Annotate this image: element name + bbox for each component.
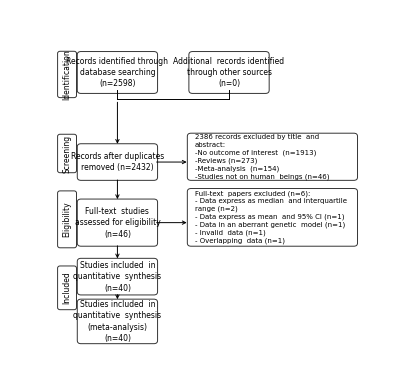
Text: Included: Included	[62, 271, 72, 304]
FancyBboxPatch shape	[77, 144, 158, 180]
FancyBboxPatch shape	[58, 134, 76, 173]
FancyBboxPatch shape	[77, 51, 158, 94]
Text: Identification: Identification	[62, 49, 72, 100]
Text: Records after duplicates
removed (n=2432): Records after duplicates removed (n=2432…	[71, 152, 164, 172]
FancyBboxPatch shape	[58, 191, 76, 248]
FancyBboxPatch shape	[58, 51, 76, 98]
Text: Full-text  studies
assessed for eligibility
(n=46): Full-text studies assessed for eligibili…	[74, 207, 160, 239]
Text: 2386 records excluded by title  and
abstract:
-No outcome of interest  (n=1913)
: 2386 records excluded by title and abstr…	[195, 134, 329, 179]
FancyBboxPatch shape	[58, 266, 76, 310]
Text: Studies included  in
quantitative  synthesis
(meta-analysis)
(n=40): Studies included in quantitative synthes…	[73, 300, 162, 343]
FancyBboxPatch shape	[77, 258, 158, 295]
Text: Full-text  papers excluded (n=6):
- Data express as median  and interquartile
ra: Full-text papers excluded (n=6): - Data …	[195, 190, 347, 245]
FancyBboxPatch shape	[187, 133, 358, 180]
FancyBboxPatch shape	[77, 199, 158, 246]
Text: Studies included  in
quantitative  synthesis
(n=40): Studies included in quantitative synthes…	[73, 261, 162, 292]
FancyBboxPatch shape	[77, 299, 158, 344]
FancyBboxPatch shape	[187, 188, 358, 246]
FancyBboxPatch shape	[189, 51, 269, 94]
Text: Records identified through
database searching
(n=2598): Records identified through database sear…	[66, 57, 168, 89]
Text: Screening: Screening	[62, 135, 72, 172]
Text: Eligibility: Eligibility	[62, 202, 72, 237]
Text: Additional  records identified
through other sources
(n=0): Additional records identified through ot…	[174, 57, 284, 89]
